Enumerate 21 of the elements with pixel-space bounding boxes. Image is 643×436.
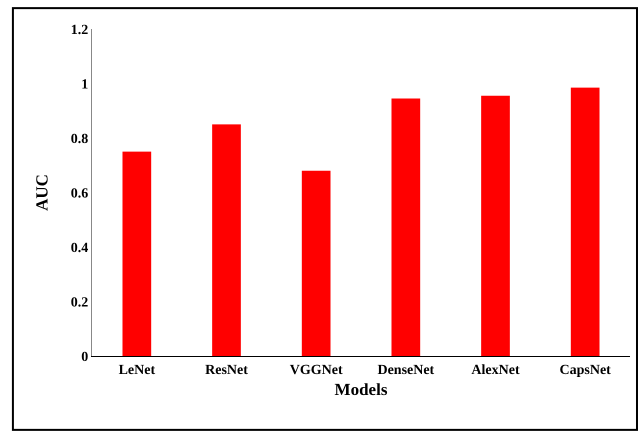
bar — [212, 124, 241, 356]
bar — [122, 152, 152, 356]
x-tick-label: LeNet — [118, 362, 156, 378]
bar — [302, 170, 331, 356]
bar — [481, 96, 510, 356]
x-tick-label: DenseNet — [377, 362, 435, 378]
y-tick-label: 0 — [81, 350, 88, 365]
x-tick-label: ResNet — [205, 362, 248, 378]
bar — [391, 98, 420, 356]
y-tick-label: 1 — [81, 77, 88, 92]
x-axis-title: Models — [334, 380, 388, 400]
y-tick-label: 0.4 — [70, 240, 88, 256]
x-tick-label: VGGNet — [290, 362, 343, 378]
y-tick-label: 0.6 — [70, 186, 88, 202]
bar — [570, 88, 600, 356]
x-tick-label: CapsNet — [560, 362, 612, 378]
y-tick-label: 0.2 — [70, 295, 88, 310]
y-tick-label: 0.8 — [70, 132, 88, 147]
x-tick-label: AlexNet — [471, 362, 520, 378]
y-axis-title: AUC — [32, 174, 52, 211]
y-tick-label: 1.2 — [70, 22, 88, 38]
